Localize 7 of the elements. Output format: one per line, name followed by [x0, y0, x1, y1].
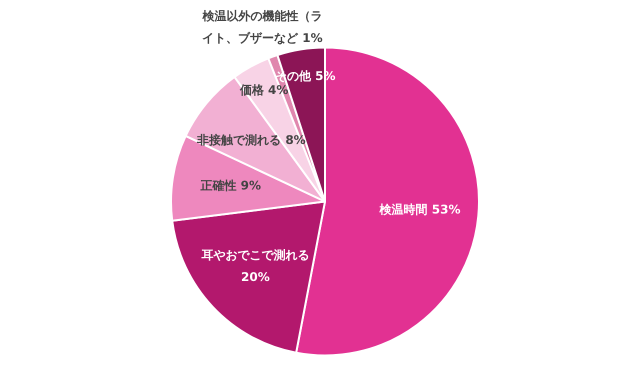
data-label: 20%	[241, 270, 270, 284]
slice-label: 検温時間 53%	[378, 202, 461, 217]
slice-label: 正確性 9%	[199, 178, 261, 193]
slice-label: 価格 4%	[238, 82, 288, 97]
slice-label: 非接触で測れる 8%	[196, 132, 306, 147]
slice-label: 耳やおでこで測れる	[200, 248, 310, 262]
slice-label: 検温以外の機能性（ライト、ブザーなど 1%	[201, 8, 323, 45]
